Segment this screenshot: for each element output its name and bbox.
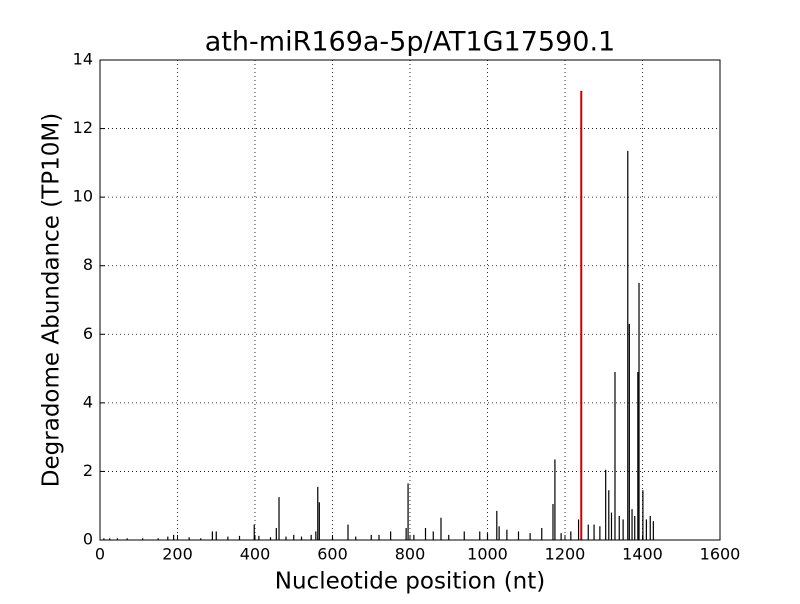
x-tick-label: 200: [162, 545, 193, 564]
x-tick-label: 1600: [700, 545, 741, 564]
y-axis-label: Degradome Abundance (TP10M): [39, 113, 65, 487]
x-tick-label: 1000: [467, 545, 508, 564]
x-tick-label: 1200: [545, 545, 586, 564]
y-tick-label: 8: [83, 255, 93, 274]
x-tick-label: 400: [240, 545, 271, 564]
plot-area: 0 2 4 6 8 10 12 14 0 200 400 600 800 1000 1200 1400 1600: [73, 50, 741, 564]
y-tick-label: 12: [73, 118, 93, 137]
x-axis-label: Nucleotide position (nt): [275, 569, 545, 595]
y-tick-label: 2: [83, 461, 93, 480]
plot-frame: [99, 59, 721, 541]
x-tick-label: 1400: [622, 545, 663, 564]
y-tick-label: 6: [83, 324, 93, 343]
x-tick-label: 600: [317, 545, 348, 564]
y-tick-label: 14: [73, 50, 93, 69]
chart-title: ath-miR169a-5p/AT1G17590.1: [205, 27, 615, 58]
y-tick-label: 10: [73, 187, 93, 206]
x-tick-label: 0: [95, 545, 105, 564]
y-tick-label: 0: [83, 530, 93, 549]
x-tick-label: 800: [395, 545, 426, 564]
y-tick-label: 4: [83, 392, 93, 411]
